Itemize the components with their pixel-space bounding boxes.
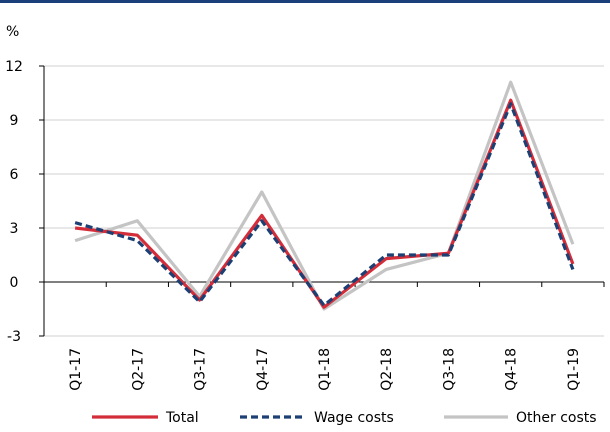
legend-label: Other costs: [516, 410, 597, 426]
y-tick-label: 6: [10, 167, 19, 183]
y-tick-label: 0: [10, 275, 19, 291]
x-tick-label: Q1-18: [317, 348, 333, 391]
series-line-other-costs: [74, 80, 575, 311]
x-tick-label: Q4-18: [504, 348, 520, 391]
x-tick-label: Q1-17: [68, 348, 84, 391]
x-tick-label: Q2-17: [130, 348, 146, 391]
series-line-wage-costs: [74, 102, 575, 307]
legend-label: Total: [165, 410, 199, 426]
legend: Total Wage costs Other costs: [92, 410, 597, 426]
series-line-total: [74, 98, 575, 309]
y-axis: -3 0 3 6 9 12: [5, 59, 45, 345]
x-tick-label: Q2-18: [379, 348, 395, 391]
y-tick-label: 9: [10, 113, 19, 129]
x-tick-label: Q3-17: [193, 348, 209, 391]
x-tick-label: Q1-19: [566, 348, 582, 391]
legend-label: Wage costs: [314, 410, 394, 426]
x-tick-label: Q3-18: [441, 348, 457, 391]
series-lines: [74, 80, 575, 311]
x-tick-label: Q4-17: [255, 348, 271, 391]
y-tick-label: 3: [10, 221, 19, 237]
y-unit-label: %: [6, 24, 19, 40]
y-tick-label: -3: [7, 329, 21, 345]
y-tick-label: 12: [5, 59, 23, 75]
top-rule: [0, 0, 610, 3]
x-axis: Q1-17 Q2-17 Q3-17 Q4-17 Q1-18 Q2-18 Q3-18 Q4-18…: [43, 281, 605, 391]
